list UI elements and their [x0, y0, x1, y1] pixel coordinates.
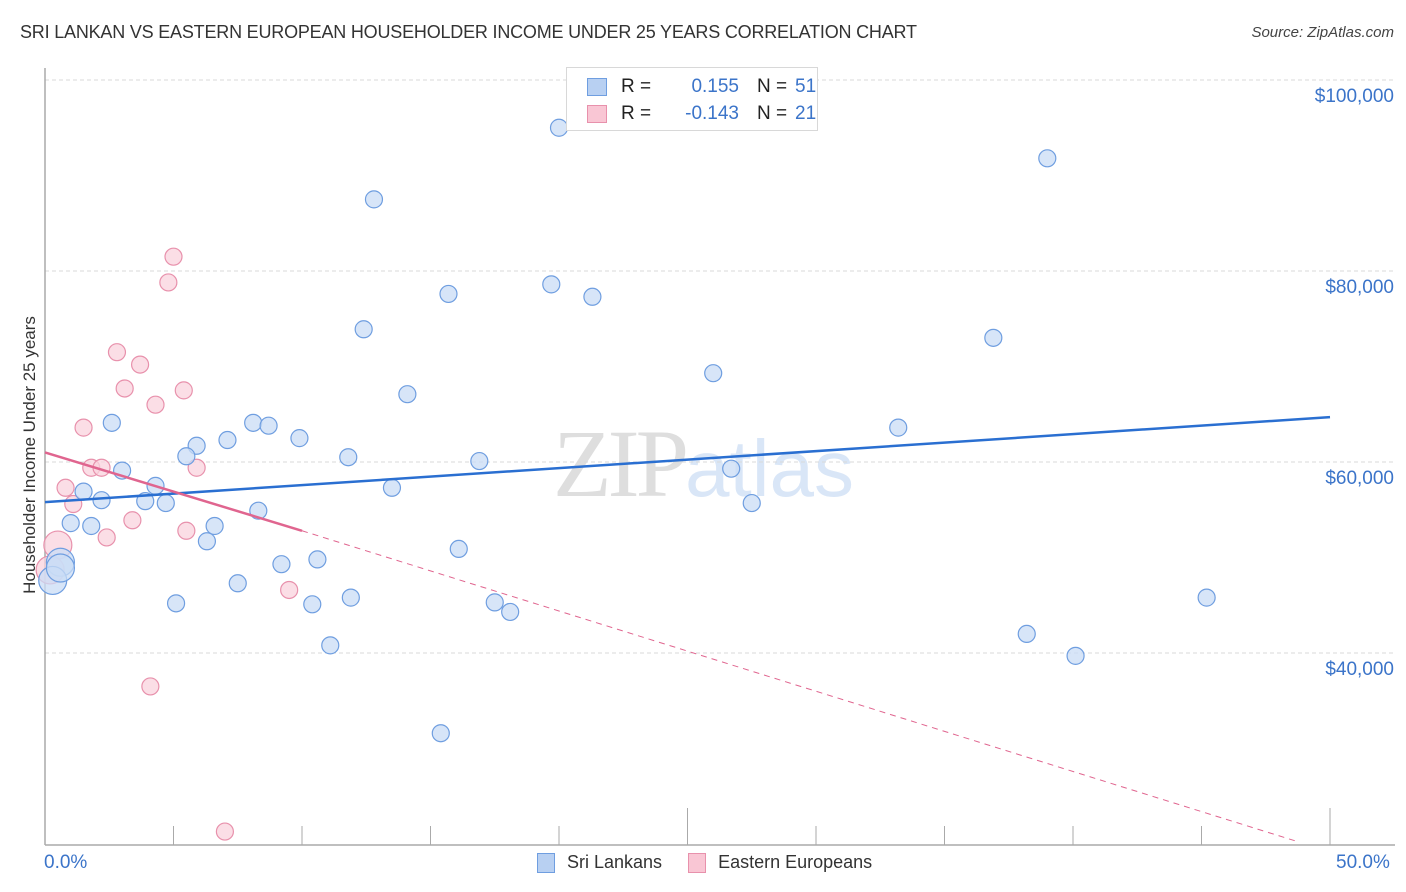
legend-label: Sri Lankans [567, 852, 663, 872]
data-point[interactable] [382, 478, 402, 497]
legend-swatch-pink [688, 852, 707, 873]
data-point[interactable] [244, 413, 263, 432]
data-point[interactable] [92, 491, 111, 510]
data-point[interactable] [308, 550, 327, 569]
r-value: 0.155 [691, 76, 739, 97]
data-point[interactable] [61, 514, 80, 533]
data-point[interactable] [542, 275, 561, 294]
data-point[interactable] [146, 395, 165, 414]
r-label: R = [621, 103, 652, 124]
y-axis-label: Householder Income Under 25 years [20, 316, 39, 594]
n-value: 21 [795, 103, 817, 124]
data-point[interactable] [339, 448, 358, 467]
data-point[interactable] [164, 247, 183, 266]
chart-title: SRI LANKAN VS EASTERN EUROPEAN HOUSEHOLD… [20, 22, 917, 42]
data-point[interactable] [74, 482, 93, 501]
data-point[interactable] [156, 493, 175, 513]
data-point[interactable] [123, 511, 142, 530]
data-point[interactable] [704, 364, 723, 383]
data-point[interactable] [177, 447, 196, 466]
n-label: N = [757, 103, 788, 124]
data-point[interactable] [549, 118, 569, 137]
n-label: N = [757, 76, 788, 97]
y-tick-60000: $60,000 [1325, 468, 1394, 489]
series-legend: Sri Lankans Eastern Europeans [537, 852, 898, 873]
x-tick-50: 50.0% [1336, 852, 1390, 873]
data-point[interactable] [187, 458, 206, 477]
data-point[interactable] [303, 595, 322, 614]
data-point[interactable] [166, 594, 186, 613]
data-point[interactable] [742, 493, 761, 513]
gridlines [45, 79, 1395, 654]
data-point[interactable] [984, 328, 1003, 347]
data-point[interactable] [74, 418, 93, 437]
data-point[interactable] [102, 413, 121, 432]
r-value: -0.143 [685, 103, 739, 124]
trend-lines [44, 415, 1331, 843]
data-point[interactable] [280, 580, 299, 600]
data-point[interactable] [45, 553, 76, 583]
sri-lankan-points [38, 118, 1216, 743]
data-point[interactable] [485, 593, 504, 612]
data-point[interactable] [228, 574, 247, 593]
data-point[interactable] [177, 521, 196, 540]
data-point[interactable] [1017, 624, 1036, 644]
data-point[interactable] [1066, 646, 1085, 665]
data-point[interactable] [159, 273, 178, 292]
data-point[interactable] [439, 284, 458, 304]
x-tick-0: 0.0% [44, 852, 88, 873]
legend-swatch-blue [537, 852, 555, 873]
legend-swatch-pink [587, 105, 607, 123]
data-point[interactable] [449, 539, 468, 559]
data-point[interactable] [218, 430, 237, 450]
legend-row-sri-lankans: R = 0.155 N = 51 [587, 75, 816, 99]
data-point[interactable] [205, 516, 224, 536]
data-point[interactable] [354, 320, 373, 339]
n-value: 51 [795, 76, 817, 97]
data-point[interactable] [259, 416, 278, 435]
sri-lankan-trend-line [44, 415, 1331, 504]
data-point[interactable] [364, 190, 384, 209]
data-point[interactable] [56, 478, 75, 497]
data-point[interactable] [321, 636, 340, 655]
data-point[interactable] [215, 822, 234, 841]
r-label: R = [621, 76, 652, 97]
data-point[interactable] [97, 528, 116, 547]
data-point[interactable] [889, 418, 908, 437]
data-point[interactable] [341, 588, 360, 607]
y-tick-100000: $100,000 [1314, 86, 1394, 107]
data-point[interactable] [174, 381, 193, 400]
data-point[interactable] [722, 459, 741, 478]
data-point[interactable] [141, 677, 160, 696]
eastern-european-trend-extension [301, 530, 1300, 843]
eastern-european-points [35, 247, 299, 841]
correlation-legend: R = 0.155 N = 51 R = -0.143 N = 21 [566, 67, 818, 131]
data-point[interactable] [583, 287, 602, 306]
data-point[interactable] [130, 355, 150, 374]
data-point[interactable] [398, 385, 417, 404]
data-point[interactable] [1197, 588, 1216, 607]
data-point[interactable] [290, 429, 309, 448]
legend-item-sri-lankans[interactable]: Sri Lankans [537, 852, 662, 873]
axes [44, 68, 1395, 846]
legend-row-eastern-europeans: R = -0.143 N = 21 [587, 102, 816, 126]
y-tick-40000: $40,000 [1325, 659, 1394, 680]
data-point[interactable] [82, 516, 101, 536]
data-point[interactable] [431, 724, 450, 743]
data-point[interactable] [501, 602, 520, 622]
data-point[interactable] [197, 532, 217, 551]
data-point[interactable] [107, 343, 127, 362]
data-point[interactable] [115, 379, 134, 398]
source-credit: Source: ZipAtlas.com [1251, 24, 1394, 41]
eastern-european-trend-line [44, 451, 303, 532]
legend-item-eastern-europeans[interactable]: Eastern Europeans [688, 852, 872, 873]
data-point[interactable] [1038, 149, 1057, 168]
data-point[interactable] [272, 555, 291, 574]
legend-label: Eastern Europeans [718, 852, 873, 872]
y-tick-80000: $80,000 [1325, 277, 1394, 298]
data-point[interactable] [470, 451, 489, 471]
legend-swatch-blue [587, 78, 607, 96]
